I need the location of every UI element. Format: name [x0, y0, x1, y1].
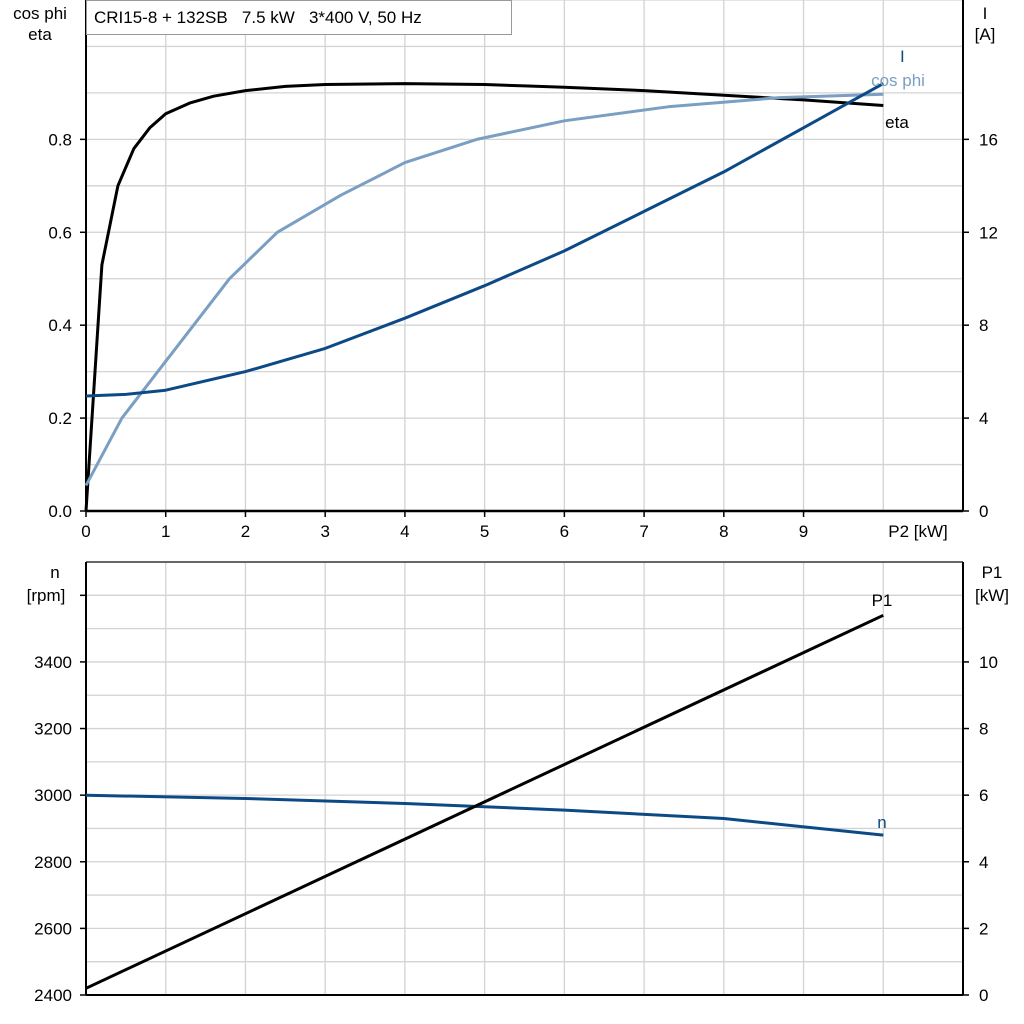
- y-right-tick-label: 8: [979, 316, 988, 335]
- x-tick-label: 3: [320, 522, 329, 541]
- n-tick-label: 2400: [34, 986, 72, 1005]
- bot-left-label-2: [rpm]: [27, 586, 66, 605]
- y-right-tick-label: 4: [979, 409, 988, 428]
- n-tick-label: 3200: [34, 720, 72, 739]
- n-tick-label: 3400: [34, 653, 72, 672]
- x-tick-label: 9: [799, 522, 808, 541]
- y-left-tick-label: 0.2: [48, 409, 72, 428]
- top-grid: [86, 0, 963, 511]
- y-right-tick-label: 16: [979, 130, 998, 149]
- p1-tick-label: 8: [979, 720, 988, 739]
- p1-tick-label: 2: [979, 919, 988, 938]
- bot-right-label-1: P1: [982, 563, 1003, 582]
- p1-tick-label: 10: [979, 653, 998, 672]
- p1-tick-label: 0: [979, 986, 988, 1005]
- curve-i: [85, 82, 885, 398]
- x-tick-label: 0: [81, 522, 90, 541]
- curve-p1: [85, 613, 884, 990]
- x-axis-label: P2 [kW]: [888, 522, 948, 541]
- y-right-label-2: [A]: [975, 25, 996, 44]
- y-left-label-1: cos phi: [13, 4, 67, 23]
- y-left-tick-label: 0.0: [48, 502, 72, 521]
- n-tick-label: 3000: [34, 786, 72, 805]
- curves: [84, 82, 885, 990]
- chart-title: CRI15-8 + 132SB 7.5 kW 3*400 V, 50 Hz: [94, 8, 422, 27]
- y-left-tick-label: 0.6: [48, 223, 72, 242]
- x-tick-label: 7: [639, 522, 648, 541]
- label-P1: P1: [872, 591, 893, 610]
- n-tick-label: 2600: [34, 919, 72, 938]
- y-left-tick-label: 0.8: [48, 130, 72, 149]
- p1-tick-label: 6: [979, 786, 988, 805]
- p1-tick-label: 4: [979, 853, 988, 872]
- label-I: I: [900, 47, 905, 66]
- n-tick-label: 2800: [34, 853, 72, 872]
- bot-left-label-1: n: [50, 563, 59, 582]
- title-box: [86, 0, 512, 35]
- x-tick-label: 6: [560, 522, 569, 541]
- x-tick-label: 4: [400, 522, 409, 541]
- x-tick-label: 5: [480, 522, 489, 541]
- y-left-tick-label: 0.4: [48, 316, 72, 335]
- y-right-tick-label: 0: [979, 502, 988, 521]
- curve-n: [85, 793, 884, 837]
- curve-cos-phi: [84, 92, 884, 487]
- label-cos-phi: cos phi: [871, 71, 925, 90]
- label-eta: eta: [885, 113, 909, 132]
- y-right-tick-label: 12: [979, 223, 998, 242]
- bottom-grid: [86, 562, 963, 995]
- x-tick-label: 8: [719, 522, 728, 541]
- axes: 0 1 2 3 4 5 6 7 8 90.00.20.40.60.8048121624002600…: [34, 0, 998, 1005]
- x-tick-label: 2: [241, 522, 250, 541]
- bot-right-label-2: [kW]: [975, 586, 1009, 605]
- x-tick-label: 1: [161, 522, 170, 541]
- curve-eta: [84, 82, 884, 512]
- y-right-label-1: I: [983, 4, 988, 23]
- y-left-label-2: eta: [28, 25, 52, 44]
- label-n: n: [877, 813, 886, 832]
